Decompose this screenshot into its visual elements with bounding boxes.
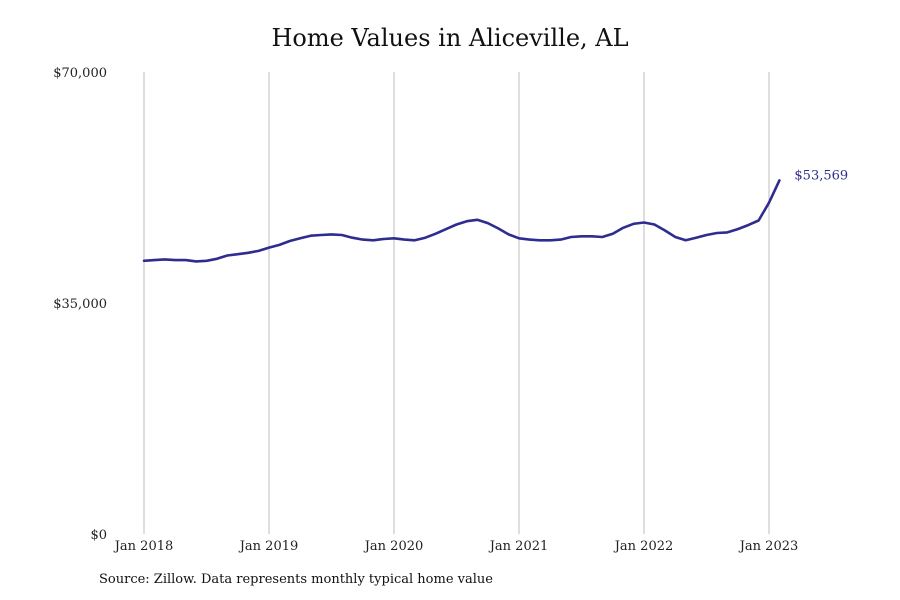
x-tick-label: Jan 2020 xyxy=(363,539,424,554)
y-tick-label: $35,000 xyxy=(53,297,107,312)
x-tick-label: Jan 2018 xyxy=(113,539,174,554)
series-line xyxy=(142,179,781,263)
y-tick-label: $0 xyxy=(90,528,107,543)
chart-title: Home Values in Aliceville, AL xyxy=(271,24,629,52)
x-tick-label: Jan 2022 xyxy=(613,539,674,554)
x-tick-label: Jan 2019 xyxy=(238,539,299,554)
x-tick-label: Jan 2023 xyxy=(738,539,799,554)
x-tick-label: Jan 2021 xyxy=(488,539,549,554)
y-tick-label: $70,000 xyxy=(53,66,107,81)
end-value-label: $53,569 xyxy=(794,168,848,183)
source-note: Source: Zillow. Data represents monthly … xyxy=(99,572,493,587)
